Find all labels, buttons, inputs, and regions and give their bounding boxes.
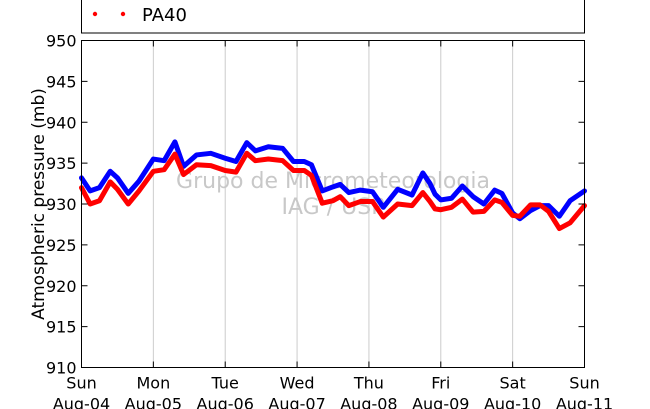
series-layer (79, 139, 587, 232)
x-tick-label-day: Mon (136, 374, 170, 393)
legend-marker-dot (92, 11, 98, 17)
x-tick-label-day: Thu (353, 374, 384, 393)
y-tick-label: 935 (46, 154, 77, 173)
x-tick-label-day: Sun (569, 374, 599, 393)
y-axis-title: Atmospheric pressure (mb) (29, 88, 49, 320)
x-tick-label-date: Aug-06 (197, 395, 254, 409)
x-tick-label-day: Sun (66, 374, 96, 393)
legend-label-pa40: PA40 (142, 5, 187, 26)
x-tick-label-day: Fri (431, 374, 450, 393)
x-tick-label-day: Tue (211, 374, 239, 393)
y-axis: 910 915 920 925 930 935 940 945 950 (46, 32, 585, 378)
plot-area: Grupo de Micrometeorologia IAG / USP 910… (46, 32, 613, 409)
x-tick-label-date: Aug-05 (125, 395, 182, 409)
x-tick-label-date: Aug-09 (412, 395, 469, 409)
x-tick-label-day: Wed (280, 374, 315, 393)
x-tick-label-day: Sat (500, 374, 526, 393)
x-tick-label-date: Aug-11 (556, 395, 613, 409)
y-tick-label: 920 (46, 277, 77, 296)
watermark-line-1: Grupo de Micrometeorologia (176, 169, 490, 194)
y-tick-label: 925 (46, 236, 77, 255)
x-tick-label-date: Aug-07 (268, 395, 325, 409)
y-tick-label: 910 (46, 359, 77, 378)
x-tick-label-date: Aug-04 (53, 395, 110, 409)
y-tick-label: 945 (46, 72, 77, 91)
legend-entry-pa40: PA40 (92, 5, 187, 26)
y-tick-label: 940 (46, 113, 77, 132)
x-tick-label-date: Aug-08 (340, 395, 397, 409)
series-line-series-1 (79, 139, 587, 222)
x-axis: Sun Aug-04 Mon Aug-05 Tue Aug-06 Wed Aug-07 Thu A… (53, 40, 613, 409)
x-tick-label-date: Aug-10 (484, 395, 541, 409)
y-tick-label: 950 (46, 32, 77, 51)
y-tick-label: 930 (46, 195, 77, 214)
legend-marker-dot (120, 11, 126, 17)
legend-box (81, 0, 585, 34)
series-line-pa40 (79, 150, 587, 232)
y-tick-label: 915 (46, 318, 77, 337)
